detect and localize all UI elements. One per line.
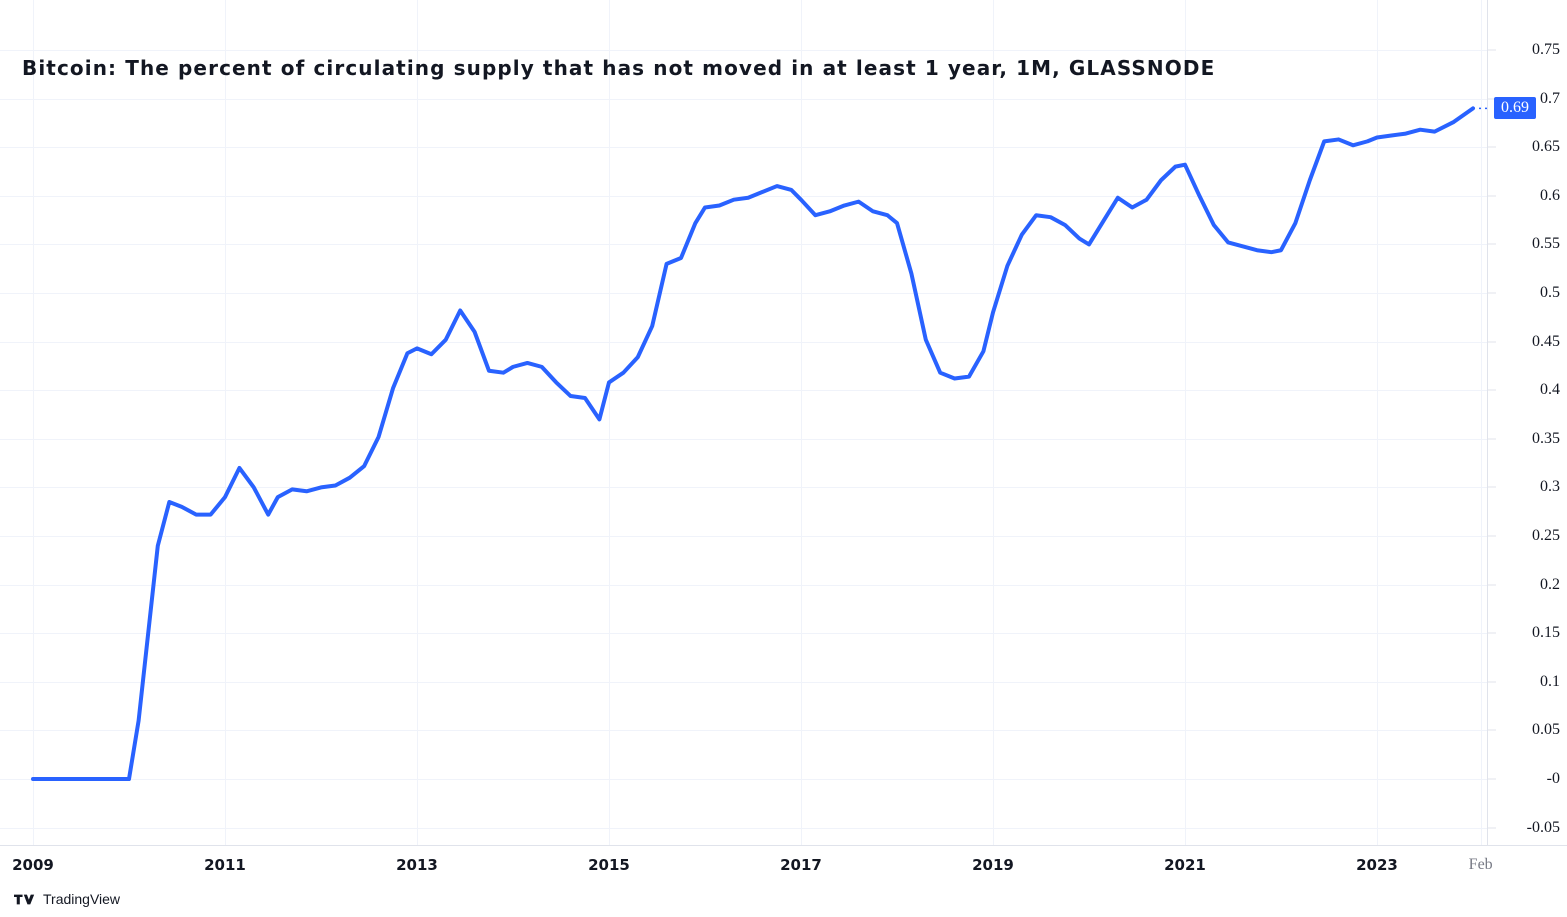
time-tick-label: 2017 xyxy=(780,856,822,874)
price-tick-label: 0.5 xyxy=(1540,284,1560,301)
gridline-vertical xyxy=(801,0,802,845)
chart-plot-area[interactable]: Bitcoin: The percent of circulating supp… xyxy=(0,0,1487,845)
price-tick-mark xyxy=(1488,681,1496,683)
gridline-horizontal xyxy=(0,633,1487,635)
price-tick-mark xyxy=(1488,195,1496,197)
gridline-horizontal xyxy=(0,244,1487,246)
price-tick-label: 0.35 xyxy=(1532,429,1560,447)
price-tick-label: 0.65 xyxy=(1532,138,1560,156)
time-tick-label: 2011 xyxy=(204,856,246,874)
time-tick-label: 2013 xyxy=(396,856,438,874)
gridline-horizontal xyxy=(0,487,1487,489)
gridline-vertical xyxy=(33,0,34,845)
branding-bar: TradingView xyxy=(0,885,1567,917)
gridline-horizontal xyxy=(0,730,1487,732)
time-tick-label: 2019 xyxy=(972,856,1014,874)
gridline-vertical xyxy=(1185,0,1186,845)
gridline-horizontal xyxy=(0,98,1487,100)
price-tick-mark xyxy=(1488,827,1496,829)
gridline-horizontal xyxy=(0,681,1487,683)
last-value-badge[interactable]: 0.69 xyxy=(1494,97,1536,120)
price-tick-mark xyxy=(1488,146,1496,148)
price-tick-label: 0.25 xyxy=(1532,527,1560,544)
tradingview-branding[interactable]: TradingView xyxy=(14,891,120,907)
price-tick-mark xyxy=(1488,438,1496,440)
gridline-horizontal xyxy=(0,779,1487,780)
price-tick-label: 0.05 xyxy=(1532,721,1560,739)
price-tick-label: 0.3 xyxy=(1540,478,1560,496)
gridline-horizontal xyxy=(0,438,1487,440)
price-tick-label: 0.15 xyxy=(1532,624,1560,642)
gridline-horizontal xyxy=(0,536,1487,537)
price-tick-label: 0.7 xyxy=(1540,89,1560,107)
gridline-horizontal xyxy=(0,293,1487,294)
gridline-horizontal xyxy=(0,195,1487,197)
price-tick-mark xyxy=(1488,292,1496,294)
tradingview-label: TradingView xyxy=(43,891,121,907)
price-tick-label: 0.2 xyxy=(1540,575,1560,593)
gridline-horizontal xyxy=(0,50,1487,51)
gridline-vertical xyxy=(993,0,994,845)
gridline-horizontal xyxy=(0,341,1487,343)
chart-title: Bitcoin: The percent of circulating supp… xyxy=(22,56,1216,80)
price-tick-label: 0.6 xyxy=(1540,186,1560,204)
price-tick-label: 0.4 xyxy=(1540,381,1560,399)
price-tick-mark xyxy=(1488,243,1496,245)
price-tick-label: 0.75 xyxy=(1532,41,1560,58)
price-tick-mark xyxy=(1488,584,1496,586)
time-tick-label: Feb xyxy=(1468,856,1493,873)
gridline-horizontal xyxy=(0,147,1487,149)
price-tick-label: 0.45 xyxy=(1532,332,1560,350)
gridline-horizontal xyxy=(0,827,1487,829)
price-tick-mark xyxy=(1488,632,1496,634)
time-tick-label: 2009 xyxy=(12,856,54,874)
price-axis[interactable]: 0.75 0.7 0.65 0.6 0.55 0.5 0.45 0.4 0.35 0.3 0.25 0… xyxy=(1487,0,1567,845)
tradingview-logo-icon xyxy=(14,893,36,906)
gridline-horizontal xyxy=(0,584,1487,586)
gridline-vertical xyxy=(1480,0,1482,845)
price-tick-mark xyxy=(1488,98,1496,100)
price-tick-mark xyxy=(1488,486,1496,488)
price-tick-mark xyxy=(1488,729,1496,731)
gridline-vertical xyxy=(609,0,610,845)
price-tick-label: -0 xyxy=(1546,770,1560,787)
time-tick-label: 2023 xyxy=(1356,856,1398,874)
price-tick-label: -0.05 xyxy=(1526,818,1560,836)
series-line-chart xyxy=(31,106,1487,781)
time-axis[interactable]: 2009 2011 2013 2015 2017 2019 2021 2023 Feb xyxy=(0,845,1567,886)
gridline-vertical xyxy=(1377,0,1378,845)
time-tick-label: 2021 xyxy=(1164,856,1206,874)
gridline-horizontal xyxy=(0,390,1487,392)
time-tick-label: 2015 xyxy=(588,856,630,874)
gridline-vertical xyxy=(225,0,226,845)
price-tick-mark xyxy=(1488,778,1496,780)
price-tick-label: 0.1 xyxy=(1540,672,1560,690)
price-tick-mark xyxy=(1488,389,1496,391)
price-tick-mark xyxy=(1488,341,1496,343)
price-tick-mark xyxy=(1488,49,1496,51)
price-tick-label: 0.55 xyxy=(1532,235,1560,253)
gridline-vertical xyxy=(417,0,418,845)
series-polyline xyxy=(31,106,1475,781)
price-tick-mark xyxy=(1488,535,1496,537)
